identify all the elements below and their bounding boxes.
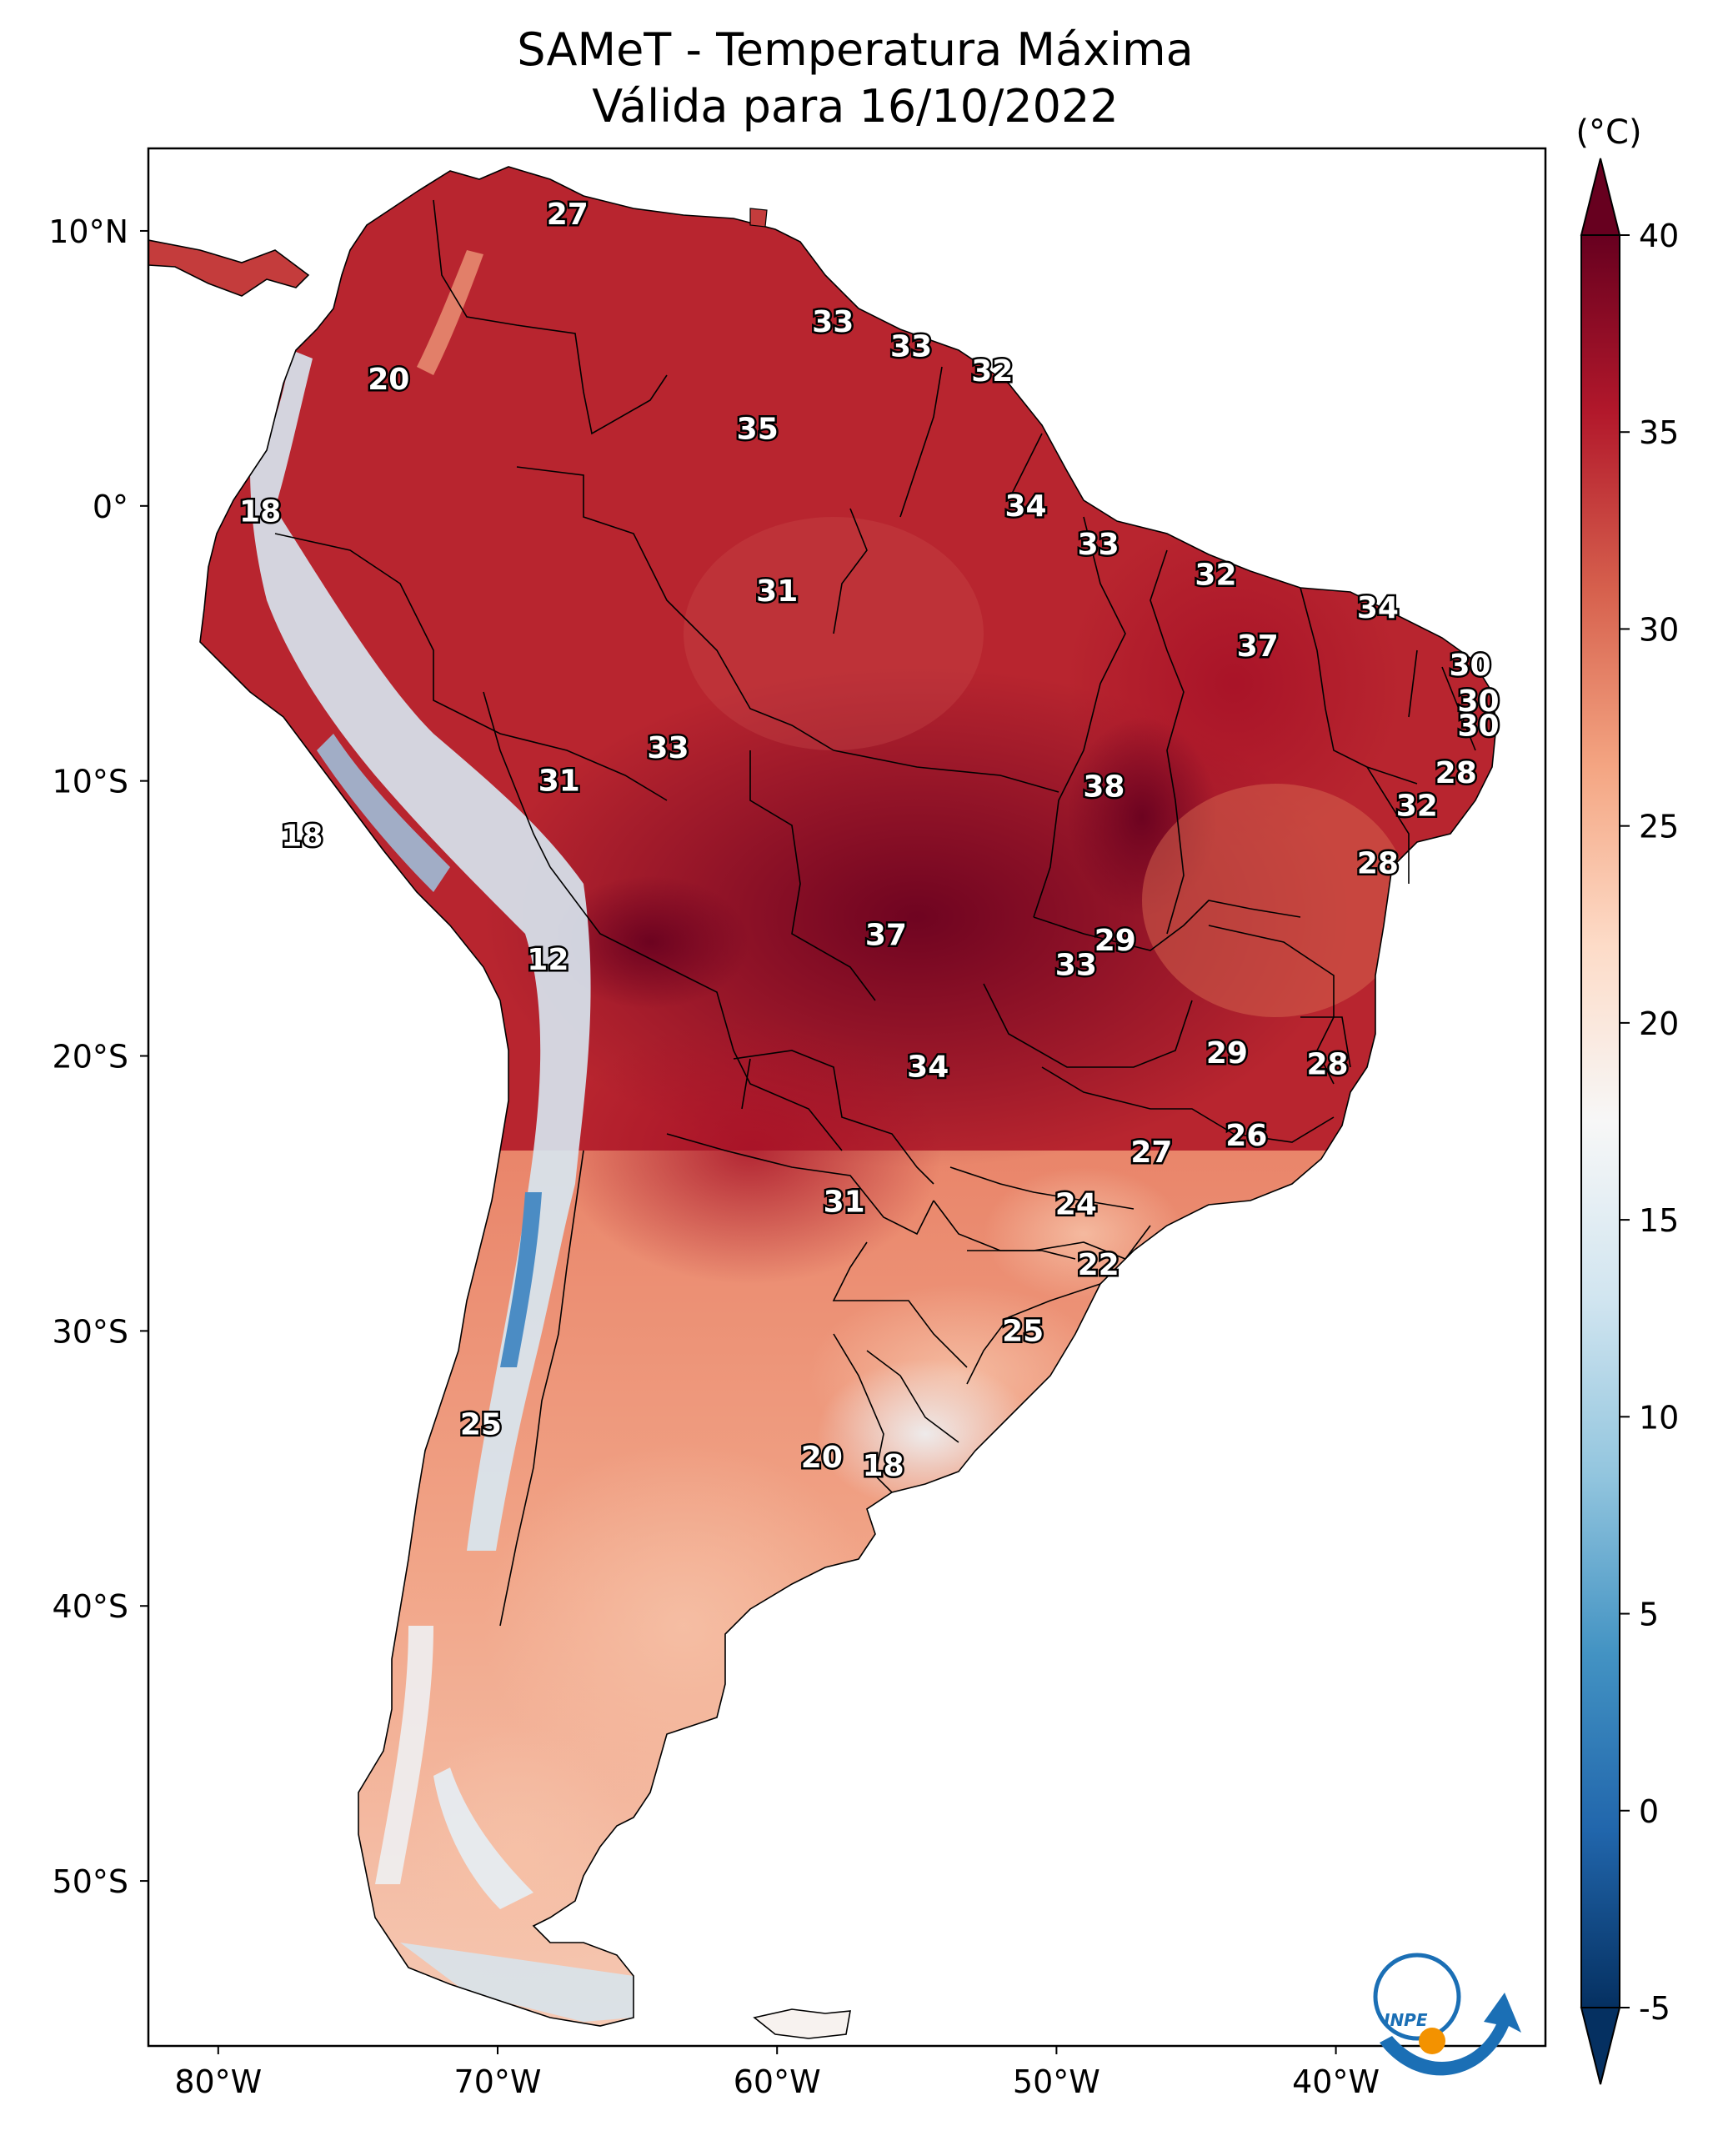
temperature-value-label: 32	[1396, 789, 1438, 823]
lon-tick-label: 60°W	[734, 2063, 821, 2100]
colorbar-tick-label: 35	[1639, 414, 1679, 451]
lat-tick-label: 40°S	[53, 1588, 128, 1625]
temperature-value-label: 32	[1195, 558, 1236, 592]
logo-arrow-icon	[1380, 1993, 1521, 2076]
trinidad-island	[749, 208, 768, 228]
temperature-value-label: 18	[239, 494, 281, 529]
colorbar-tick-label: 0	[1639, 1793, 1659, 1830]
colorbar-min-extend	[1580, 2007, 1621, 2085]
temperature-value-label: 34	[1004, 489, 1046, 524]
temperature-value-label: 31	[824, 1185, 865, 1219]
colorbar-tick-label: 5	[1639, 1597, 1659, 1633]
lat-tick-label: 10°S	[53, 764, 128, 800]
temperature-value-label: 33	[890, 329, 932, 364]
colorbar-max-extend	[1580, 158, 1621, 236]
lon-tick-label: 80°W	[174, 2063, 262, 2100]
falkland-islands	[753, 2008, 851, 2039]
temperature-value-label: 38	[1083, 770, 1124, 804]
longitude-axis: 80°W 70°W 60°W 50°W 40°W	[174, 2046, 1380, 2100]
temperature-value-label: 22	[1078, 1248, 1119, 1282]
lon-tick-label: 50°W	[1013, 2063, 1100, 2100]
temperature-value-label: 26	[1225, 1119, 1267, 1153]
temperature-value-label: 31	[538, 765, 580, 799]
temperature-value-label: 33	[647, 731, 689, 765]
colorbar-scale	[1580, 234, 1620, 2008]
lon-tick-label: 70°W	[454, 2063, 542, 2100]
lat-tick-label: 50°S	[53, 1863, 128, 1900]
lat-tick-label: 20°S	[53, 1039, 128, 1075]
temperature-value-label: 12	[527, 943, 568, 977]
lat-tick-label: 0°	[93, 489, 128, 525]
map-title-line2: Válida para 16/10/2022	[592, 80, 1118, 133]
central-america	[148, 239, 310, 297]
temperature-value-label: 32	[971, 354, 1013, 389]
inpe-logo: INPE	[1373, 1953, 1521, 2076]
lat-tick-label: 30°S	[53, 1313, 128, 1350]
temperature-value-label: 30	[1457, 709, 1499, 744]
colorbar-tick-label: 30	[1639, 611, 1679, 648]
temperature-value-label: 24	[1055, 1188, 1097, 1222]
temperature-value-label: 27	[1130, 1136, 1172, 1170]
logo-sun-icon	[1419, 2028, 1445, 2054]
temperature-value-label: 33	[812, 305, 854, 339]
lon-tick-label: 40°W	[1292, 2063, 1380, 2100]
temperature-value-label: 28	[1435, 756, 1477, 790]
latitude-axis: 10°N 0° 10°S 20°S 30°S 40°S 50°S	[48, 213, 148, 1900]
temperature-value-label: 25	[460, 1408, 502, 1442]
temperature-value-label: 37	[865, 918, 907, 952]
temperature-value-label: 18	[863, 1449, 904, 1483]
logo-orbit-icon	[1373, 1953, 1461, 2041]
country-borders	[274, 199, 1476, 1627]
temperature-value-label: 33	[1055, 949, 1097, 983]
temperature-value-label: 28	[1357, 847, 1399, 881]
lat-tick-label: 10°N	[48, 213, 128, 250]
temperature-value-label: 34	[907, 1050, 949, 1085]
temperature-value-label: 27	[547, 198, 589, 232]
temperature-value-label: 30	[1449, 649, 1490, 683]
temperature-value-label: 33	[1078, 528, 1119, 562]
temperature-value-label: 31	[756, 574, 798, 609]
map-title-line1: SAMeT - Temperatura Máxima	[517, 23, 1193, 76]
temperature-value-label: 20	[801, 1441, 843, 1475]
logo-text: INPE	[1384, 2010, 1428, 2030]
map-frame	[147, 147, 1547, 2048]
temperature-value-label: 29	[1206, 1036, 1248, 1070]
colorbar-tick-label: 10	[1639, 1399, 1679, 1436]
temperature-value-label: 25	[1002, 1314, 1044, 1348]
temperature-value-label: 20	[368, 363, 409, 397]
colorbar-unit: (°C)	[1575, 113, 1641, 152]
temperature-value-label: 29	[1094, 924, 1136, 958]
temperature-value-label: 28	[1306, 1047, 1348, 1081]
colorbar-tick-label: 15	[1639, 1202, 1679, 1239]
temperature-value-label: 18	[281, 820, 323, 854]
colorbar-tick-label: 40	[1639, 218, 1679, 254]
temperature-value-label: 30	[1457, 684, 1499, 719]
temperature-value-label: 34	[1357, 591, 1399, 625]
colorbar: 40 35 30 25 20 15 10 5 0 -5	[1580, 158, 1679, 2085]
colorbar-tick-label: -5	[1639, 1990, 1670, 2027]
colorbar-tick-label: 20	[1639, 1005, 1679, 1042]
colorbar-tick-label: 25	[1639, 809, 1679, 845]
temperature-value-label: 37	[1237, 629, 1279, 664]
temperature-value-label: 35	[737, 412, 779, 446]
continent-outline	[199, 166, 1497, 2027]
